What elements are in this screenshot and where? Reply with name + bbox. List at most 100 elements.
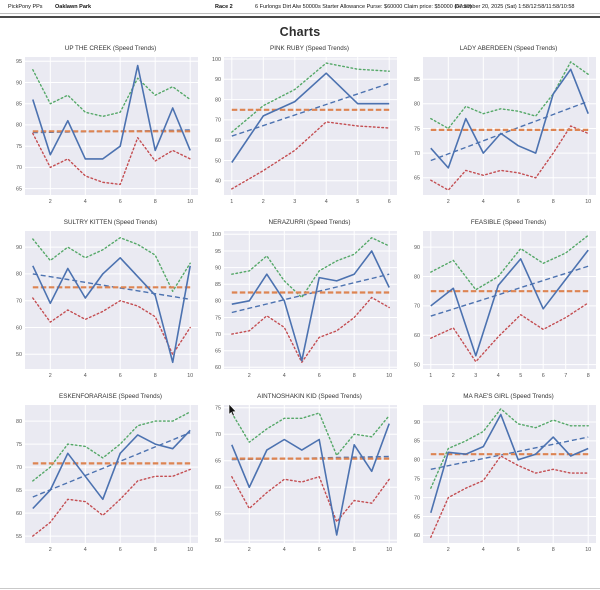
svg-text:4: 4 (325, 199, 328, 205)
svg-text:5: 5 (519, 373, 522, 379)
speed-trend-chart-up-the-creek: UP THE CREEK (Speed Trends) 65 70 75 80 85 90… (5, 45, 202, 206)
chart-title: FEASIBLE (Speed Trends) (470, 219, 547, 226)
series-upper (430, 408, 589, 489)
app-title: PickPony PPs (8, 4, 43, 10)
svg-text:10: 10 (187, 547, 193, 553)
svg-text:70: 70 (414, 495, 420, 501)
svg-text:65: 65 (16, 186, 22, 192)
svg-text:2: 2 (447, 547, 450, 553)
svg-text:90: 90 (215, 77, 221, 83)
chart-canvas: 55 60 65 70 75 80 2 4 6 8 10 (16, 405, 198, 553)
series-speed (430, 249, 589, 357)
svg-text:80: 80 (414, 102, 420, 108)
svg-text:8: 8 (154, 547, 157, 553)
page-bottom-border (0, 588, 600, 589)
series-upper (231, 412, 390, 457)
series-lower (231, 296, 390, 363)
speed-trend-chart-lady-aberdeen: LADY ABERDEEN (Speed Trends) 65 70 75 80 85 2… (403, 45, 600, 206)
chart-title: MA RAE'S GIRL (Speed Trends) (463, 393, 554, 400)
series-speed (32, 257, 191, 364)
svg-text:8: 8 (353, 373, 356, 379)
svg-text:4: 4 (84, 199, 87, 205)
svg-text:75: 75 (16, 144, 22, 150)
svg-text:50: 50 (16, 352, 22, 358)
svg-text:65: 65 (414, 176, 420, 182)
series-trend (430, 100, 589, 162)
svg-text:6: 6 (517, 547, 520, 553)
svg-text:2: 2 (452, 373, 455, 379)
svg-text:65: 65 (414, 514, 420, 520)
chart-plot: 65 70 75 80 85 90 95 2 4 6 8 10 (5, 54, 202, 206)
svg-text:90: 90 (414, 420, 420, 426)
svg-text:95: 95 (16, 59, 22, 65)
svg-text:75: 75 (215, 315, 221, 321)
svg-text:4: 4 (84, 547, 87, 553)
svg-text:3: 3 (293, 199, 296, 205)
svg-text:60: 60 (16, 325, 22, 331)
svg-text:75: 75 (16, 442, 22, 448)
svg-text:8: 8 (154, 373, 157, 379)
svg-text:2: 2 (49, 547, 52, 553)
series-speed (32, 64, 191, 160)
speed-trend-chart-feasible: FEASIBLE (Speed Trends) 50 60 70 80 90 1 2 3 4 5 6… (403, 219, 600, 380)
svg-text:70: 70 (215, 118, 221, 124)
speed-trend-chart-nerazurri: NERAZURRI (Speed Trends) 60 65 70 75 80 85 90 9… (204, 219, 401, 380)
speed-trend-chart-eskenforaraise: ESKENFORARAISE (Speed Trends) 55 60 65 70 75… (5, 393, 202, 554)
chart-canvas: 50 55 60 65 70 75 2 4 6 8 10 (215, 405, 397, 553)
svg-text:10: 10 (585, 199, 591, 205)
svg-text:4: 4 (283, 373, 286, 379)
svg-text:3: 3 (474, 373, 477, 379)
series-upper (32, 237, 191, 292)
svg-text:90: 90 (215, 265, 221, 271)
chart-canvas: 65 70 75 80 85 90 95 2 4 6 8 10 (16, 57, 198, 205)
svg-text:2: 2 (248, 373, 251, 379)
charts-grid: UP THE CREEK (Speed Trends) 65 70 75 80 85 90… (0, 43, 600, 554)
svg-text:80: 80 (16, 272, 22, 278)
series-upper (430, 61, 589, 130)
chart-plot: 65 70 75 80 85 2 4 6 8 10 (403, 54, 600, 206)
svg-text:2: 2 (447, 199, 450, 205)
svg-text:65: 65 (16, 488, 22, 494)
svg-text:40: 40 (215, 179, 221, 185)
svg-text:85: 85 (414, 77, 420, 83)
race-date: December 20, 2025 (Sat) 1:58/12:58/11:58… (455, 4, 575, 10)
svg-text:2: 2 (49, 199, 52, 205)
series-upper (32, 69, 191, 118)
series-trend (231, 273, 390, 314)
series-upper (32, 411, 191, 482)
svg-text:80: 80 (215, 299, 221, 305)
race-number: Race 2 (215, 4, 233, 10)
chart-title: UP THE CREEK (Speed Trends) (64, 45, 157, 52)
header-divider (0, 13, 600, 18)
svg-text:10: 10 (386, 547, 392, 553)
svg-text:70: 70 (16, 299, 22, 305)
svg-text:6: 6 (119, 373, 122, 379)
page-title: Charts (279, 25, 321, 39)
track-name: Oaklawn Park (55, 4, 92, 10)
svg-text:80: 80 (16, 123, 22, 129)
series-speed (32, 429, 191, 510)
chart-canvas: 60 65 70 75 80 85 90 2 4 6 8 10 (414, 405, 596, 553)
svg-text:90: 90 (16, 80, 22, 86)
svg-text:10: 10 (585, 547, 591, 553)
series-trend (430, 265, 589, 317)
svg-text:8: 8 (154, 199, 157, 205)
series-trend (430, 436, 589, 470)
chart-title: ESKENFORARAISE (Speed Trends) (59, 393, 162, 400)
svg-text:85: 85 (215, 282, 221, 288)
series-lower (32, 468, 191, 537)
svg-text:2: 2 (49, 373, 52, 379)
svg-text:80: 80 (215, 97, 221, 103)
chart-plot: 50 55 60 65 70 75 2 4 6 8 10 (204, 402, 401, 554)
svg-text:85: 85 (16, 102, 22, 108)
speed-trend-chart-ma-raes-girl: MA RAE'S GIRL (Speed Trends) 60 65 70 75 80 8… (403, 393, 600, 554)
svg-text:10: 10 (386, 373, 392, 379)
svg-text:6: 6 (542, 373, 545, 379)
svg-text:100: 100 (212, 232, 221, 238)
chart-plot: 60 65 70 75 80 85 90 2 4 6 8 10 (403, 402, 600, 554)
svg-text:70: 70 (414, 151, 420, 157)
chart-title: LADY ABERDEEN (Speed Trends) (459, 45, 558, 52)
series-lower (430, 125, 589, 191)
series-trend (32, 431, 191, 498)
svg-text:70: 70 (16, 465, 22, 471)
